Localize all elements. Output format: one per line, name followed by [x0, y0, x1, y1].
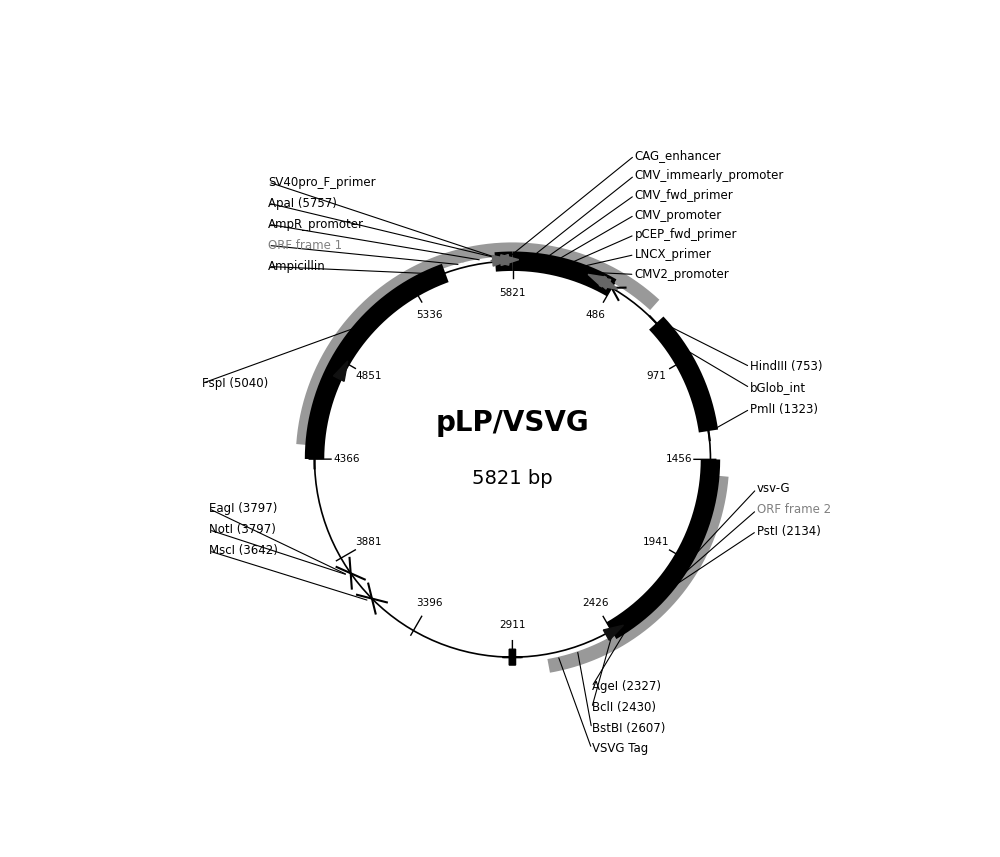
Text: 3396: 3396: [416, 598, 443, 608]
Text: HindIII (753): HindIII (753): [750, 360, 823, 374]
Text: 3881: 3881: [355, 537, 382, 548]
Polygon shape: [491, 255, 509, 265]
Polygon shape: [509, 650, 516, 665]
Text: 5821: 5821: [499, 288, 526, 298]
Text: 4851: 4851: [355, 371, 382, 381]
Text: pLP/VSVG: pLP/VSVG: [436, 409, 589, 437]
Polygon shape: [333, 361, 348, 381]
Text: SV40pro_F_primer: SV40pro_F_primer: [268, 176, 376, 189]
Text: AgeI (2327): AgeI (2327): [592, 680, 661, 693]
Text: AmpR_promoter: AmpR_promoter: [268, 218, 364, 231]
Text: VSVG Tag: VSVG Tag: [592, 742, 648, 755]
Text: 5336: 5336: [416, 310, 443, 321]
Text: 2426: 2426: [582, 598, 609, 608]
Text: bGlob_int: bGlob_int: [750, 381, 806, 394]
Text: CMV2_promoter: CMV2_promoter: [635, 268, 729, 281]
Polygon shape: [588, 274, 606, 287]
Text: CMV_promoter: CMV_promoter: [635, 208, 722, 221]
Text: MscI (3642): MscI (3642): [209, 544, 278, 557]
Text: CMV_immearly_promoter: CMV_immearly_promoter: [635, 169, 784, 182]
Text: 4366: 4366: [333, 454, 359, 464]
Text: 1941: 1941: [643, 537, 670, 548]
Text: EagI (3797): EagI (3797): [209, 502, 277, 515]
Polygon shape: [599, 276, 618, 290]
Text: BclI (2430): BclI (2430): [592, 702, 656, 715]
Polygon shape: [501, 255, 519, 266]
Polygon shape: [603, 626, 623, 640]
Polygon shape: [492, 255, 511, 267]
Text: LNCX_primer: LNCX_primer: [635, 249, 712, 261]
Text: BstBI (2607): BstBI (2607): [592, 722, 665, 735]
Polygon shape: [592, 276, 611, 289]
Text: 971: 971: [647, 371, 667, 381]
Text: ApaI (5757): ApaI (5757): [268, 196, 337, 210]
Text: 2911: 2911: [499, 620, 526, 631]
Text: ORF frame 2: ORF frame 2: [757, 504, 831, 517]
Text: PmlI (1323): PmlI (1323): [750, 403, 818, 416]
Text: vsv-G: vsv-G: [757, 482, 790, 495]
Text: 486: 486: [586, 310, 606, 321]
Text: 5821 bp: 5821 bp: [472, 470, 553, 488]
Text: CMV_fwd_primer: CMV_fwd_primer: [635, 189, 733, 201]
Text: pCEP_fwd_primer: pCEP_fwd_primer: [635, 228, 737, 242]
Text: Ampicillin: Ampicillin: [268, 260, 326, 273]
Text: PstI (2134): PstI (2134): [757, 524, 821, 537]
Text: ORF frame 1: ORF frame 1: [268, 239, 342, 252]
Text: 1456: 1456: [666, 454, 692, 464]
Text: FspI (5040): FspI (5040): [202, 377, 269, 390]
Text: NotI (3797): NotI (3797): [209, 524, 276, 536]
Text: CAG_enhancer: CAG_enhancer: [635, 149, 721, 162]
